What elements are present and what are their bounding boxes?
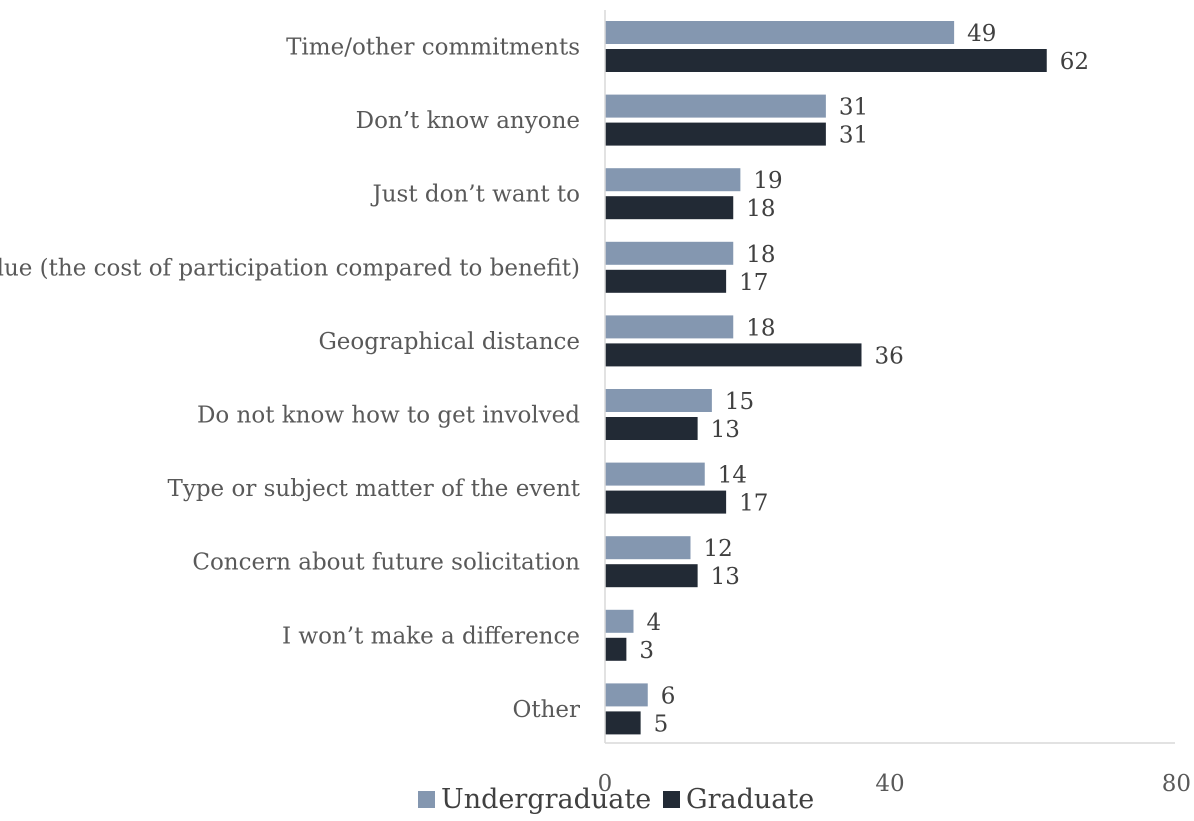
category-label-type-or-subject-matter-of-the-event: Type or subject matter of the event — [168, 476, 581, 502]
bar-graduate-concern-about-future-solicitation — [605, 564, 698, 588]
value-label-undergraduate-other: 6 — [661, 683, 676, 709]
value-label-graduate-concern-about-future-solicitation: 13 — [711, 564, 740, 590]
value-label-graduate-i-won-t-make-a-difference: 3 — [639, 638, 654, 664]
category-label-time-other-commitments: Time/other commitments — [286, 35, 580, 61]
legend: Undergraduate Graduate — [418, 784, 814, 815]
value-label-undergraduate-concern-about-future-solicitation: 12 — [704, 536, 733, 562]
bar-graduate-other — [605, 711, 641, 735]
bar-graduate-time-other-commitments — [605, 49, 1047, 72]
bar-undergraduate-don-t-know-anyone — [605, 94, 826, 118]
bar-undergraduate-value-the-cost-of-participation-compared-to-benefit — [605, 241, 734, 265]
value-label-undergraduate-don-t-know-anyone: 31 — [839, 95, 868, 121]
category-label-concern-about-future-solicitation: Concern about future solicitation — [192, 550, 580, 576]
bar-graduate-don-t-know-anyone — [605, 122, 826, 146]
bar-undergraduate-just-don-t-want-to — [605, 168, 741, 192]
value-label-undergraduate-value-the-cost-of-participation-compared-to-benefit: 18 — [746, 242, 775, 268]
bar-graduate-do-not-know-how-to-get-involved — [605, 417, 698, 440]
value-label-graduate-other: 5 — [654, 711, 669, 737]
category-label-don-t-know-anyone: Don’t know anyone — [356, 108, 580, 134]
category-label-geographical-distance: Geographical distance — [318, 329, 580, 355]
value-label-graduate-do-not-know-how-to-get-involved: 13 — [711, 417, 740, 443]
bar-undergraduate-time-other-commitments — [605, 21, 955, 44]
bar-graduate-geographical-distance — [605, 343, 862, 367]
value-label-undergraduate-geographical-distance: 18 — [746, 315, 775, 341]
bars — [605, 21, 1047, 735]
value-label-graduate-type-or-subject-matter-of-the-event: 17 — [739, 491, 768, 517]
bar-graduate-i-won-t-make-a-difference — [605, 637, 627, 661]
category-label-other: Other — [512, 697, 580, 723]
value-label-undergraduate-just-don-t-want-to: 19 — [753, 168, 782, 194]
value-label-graduate-geographical-distance: 36 — [875, 343, 904, 369]
x-tick-label-0: 0 — [598, 771, 613, 797]
bar-graduate-just-don-t-want-to — [605, 196, 734, 220]
value-label-graduate-don-t-know-anyone: 31 — [839, 123, 868, 149]
legend-label-graduate: Graduate — [686, 784, 814, 815]
legend-swatch-graduate — [663, 791, 680, 808]
bar-undergraduate-other — [605, 683, 648, 707]
category-label-do-not-know-how-to-get-involved: Do not know how to get involved — [197, 403, 580, 429]
x-tick-label-80: 80 — [1162, 771, 1191, 797]
bar-undergraduate-do-not-know-how-to-get-involved — [605, 389, 712, 412]
x-tick-label-40: 40 — [875, 771, 904, 797]
bar-undergraduate-type-or-subject-matter-of-the-event — [605, 462, 705, 486]
category-label-value-the-cost-of-participation-compared-to-benefit: Value (the cost of participation compare… — [0, 255, 580, 281]
bar-graduate-value-the-cost-of-participation-compared-to-benefit — [605, 269, 727, 293]
bar-undergraduate-concern-about-future-solicitation — [605, 536, 691, 560]
axes — [604, 10, 1175, 744]
bar-undergraduate-geographical-distance — [605, 315, 734, 339]
category-labels: Time/other commitments Don’t know anyone J… — [0, 35, 581, 723]
value-label-graduate-value-the-cost-of-participation-compared-to-benefit: 17 — [739, 270, 768, 296]
legend-label-undergraduate: Undergraduate — [441, 784, 651, 815]
bar-undergraduate-i-won-t-make-a-difference — [605, 609, 634, 633]
x-tick-labels: 0 40 80 — [598, 771, 1191, 797]
legend-swatch-undergraduate — [418, 791, 435, 808]
value-label-undergraduate-i-won-t-make-a-difference: 4 — [647, 610, 662, 636]
value-label-undergraduate-type-or-subject-matter-of-the-event: 14 — [718, 463, 747, 489]
value-label-undergraduate-do-not-know-how-to-get-involved: 15 — [725, 389, 754, 415]
value-label-undergraduate-time-other-commitments: 49 — [967, 21, 996, 47]
bar-graduate-type-or-subject-matter-of-the-event — [605, 490, 727, 514]
value-label-graduate-just-don-t-want-to: 18 — [746, 196, 775, 222]
value-label-graduate-time-other-commitments: 62 — [1060, 49, 1089, 75]
category-label-i-won-t-make-a-difference: I won’t make a difference — [282, 623, 580, 649]
category-label-just-don-t-want-to: Just don’t want to — [371, 182, 581, 208]
